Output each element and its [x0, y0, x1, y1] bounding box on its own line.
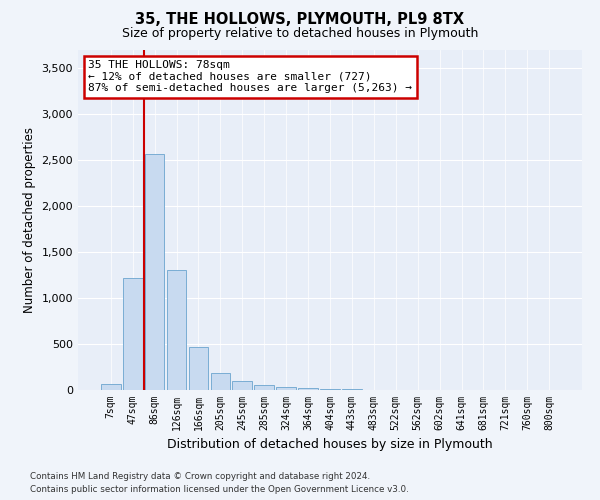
Bar	[145, 154, 164, 390]
Bar	[232, 382, 252, 390]
Bar	[211, 372, 230, 390]
Text: Contains public sector information licensed under the Open Government Licence v3: Contains public sector information licen…	[30, 485, 409, 494]
Text: 35 THE HOLLOWS: 78sqm
← 12% of detached houses are smaller (727)
87% of semi-det: 35 THE HOLLOWS: 78sqm ← 12% of detached …	[88, 60, 412, 94]
X-axis label: Distribution of detached houses by size in Plymouth: Distribution of detached houses by size …	[167, 438, 493, 452]
Bar	[298, 388, 318, 390]
Bar	[101, 384, 121, 390]
Text: Size of property relative to detached houses in Plymouth: Size of property relative to detached ho…	[122, 28, 478, 40]
Bar	[276, 387, 296, 390]
Text: Contains HM Land Registry data © Crown copyright and database right 2024.: Contains HM Land Registry data © Crown c…	[30, 472, 370, 481]
Bar	[167, 270, 187, 390]
Bar	[254, 385, 274, 390]
Bar	[123, 278, 143, 390]
Text: 35, THE HOLLOWS, PLYMOUTH, PL9 8TX: 35, THE HOLLOWS, PLYMOUTH, PL9 8TX	[136, 12, 464, 28]
Bar	[188, 348, 208, 390]
Bar	[320, 389, 340, 390]
Y-axis label: Number of detached properties: Number of detached properties	[23, 127, 36, 313]
